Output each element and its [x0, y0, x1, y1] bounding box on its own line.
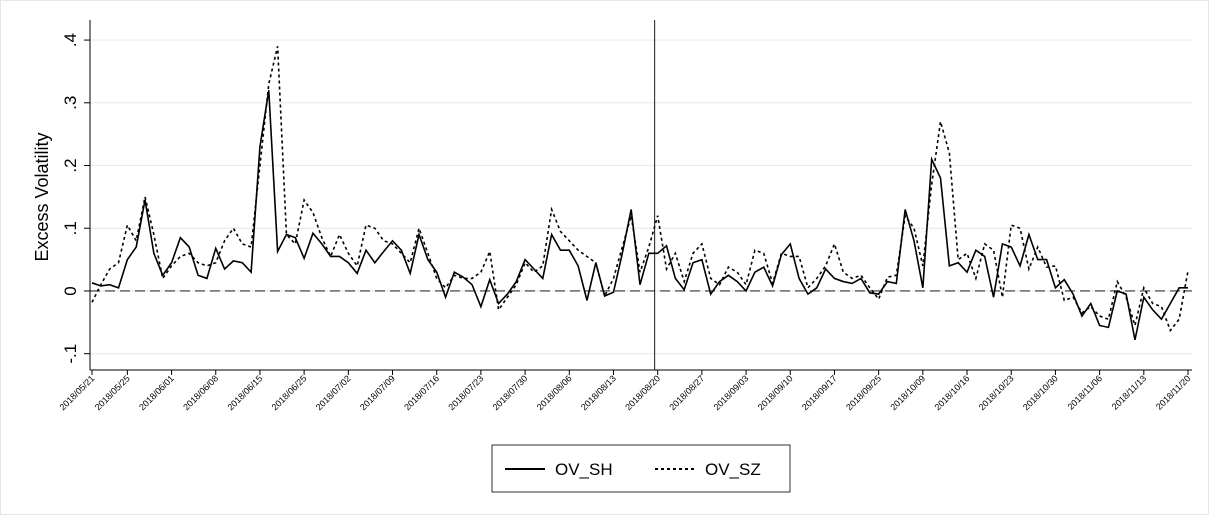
y-tick-label: .2 [61, 158, 80, 172]
y-tick-label: -.1 [61, 344, 80, 364]
series-line [91, 90, 1188, 341]
legend-label: OV_SH [555, 460, 613, 479]
y-tick-label: 0 [61, 286, 80, 295]
y-tick-label: .1 [61, 221, 80, 235]
series-line [91, 46, 1189, 333]
legend-box [491, 444, 791, 493]
y-tick-label: .3 [61, 96, 80, 110]
y-axis-title: Excess Volatility [32, 132, 52, 261]
y-tick-label: .4 [61, 33, 80, 47]
legend-label: OV_SZ [705, 460, 761, 479]
